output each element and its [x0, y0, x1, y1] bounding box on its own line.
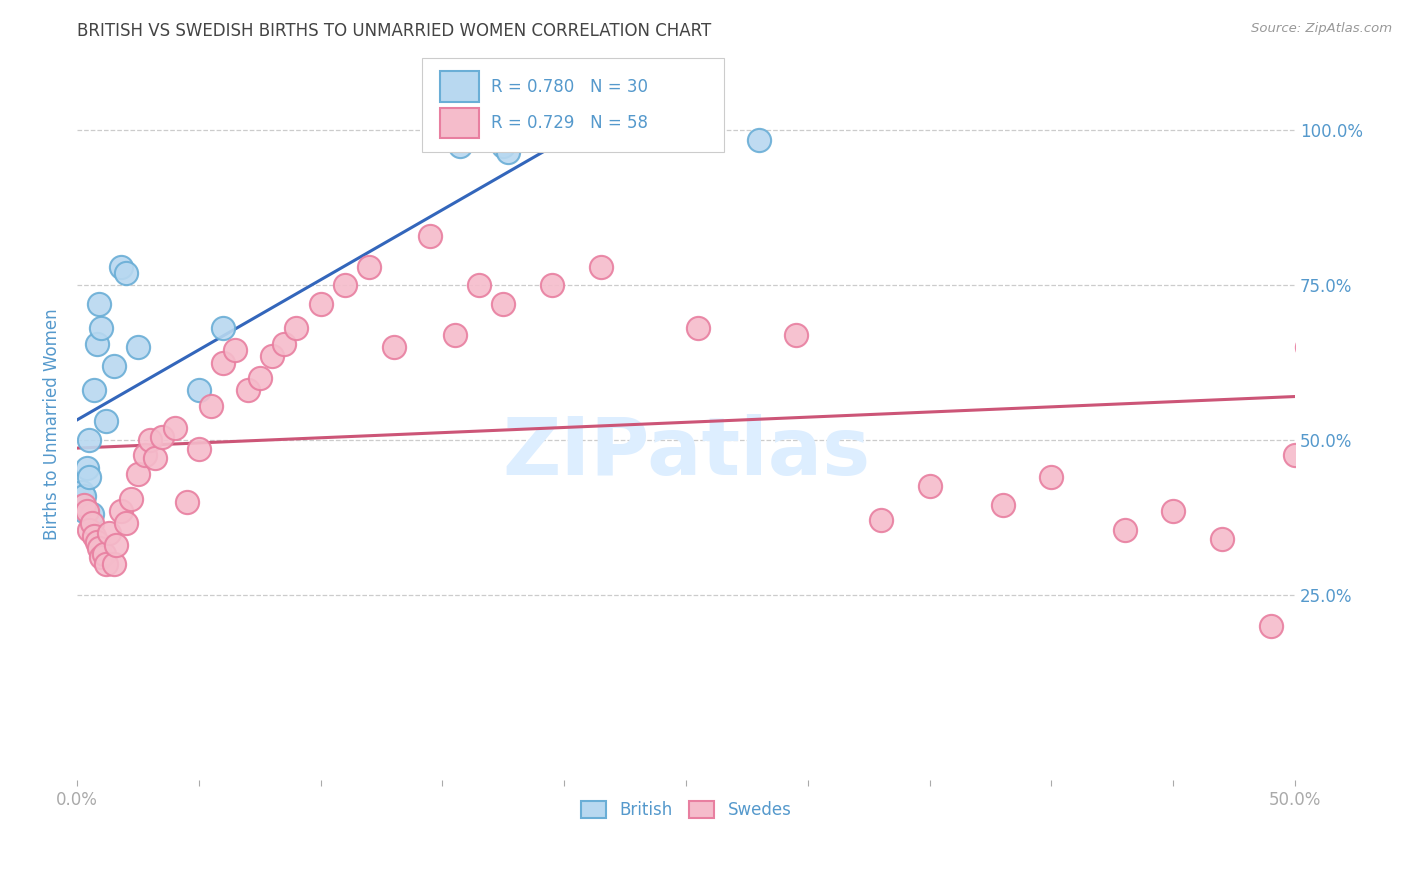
Point	[120, 491, 142, 506]
Point	[114, 516, 136, 531]
Point	[249, 371, 271, 385]
Point	[150, 430, 173, 444]
Point	[285, 321, 308, 335]
Point	[97, 525, 120, 540]
Point	[76, 460, 98, 475]
Point	[492, 296, 515, 310]
Point	[77, 470, 100, 484]
Point	[468, 278, 491, 293]
Point	[134, 448, 156, 462]
Point	[260, 349, 283, 363]
Point	[73, 489, 96, 503]
Point	[333, 278, 356, 293]
Point	[187, 384, 209, 398]
Point	[443, 327, 465, 342]
Point	[73, 498, 96, 512]
Point	[70, 498, 93, 512]
Point	[83, 384, 105, 398]
Point	[90, 321, 112, 335]
Point	[382, 340, 405, 354]
Point	[80, 516, 103, 531]
Point	[1284, 448, 1306, 462]
Point	[86, 337, 108, 351]
Point	[870, 513, 893, 527]
Point	[103, 359, 125, 373]
Point	[200, 399, 222, 413]
Point	[176, 495, 198, 509]
Point	[589, 260, 612, 274]
Point	[1320, 133, 1343, 147]
Point	[86, 535, 108, 549]
Point	[83, 529, 105, 543]
Point	[419, 228, 441, 243]
Point	[748, 133, 770, 147]
Point	[87, 296, 110, 310]
Point	[1308, 129, 1330, 144]
Point	[212, 321, 235, 335]
Legend: British, Swedes: British, Swedes	[574, 794, 799, 825]
Point	[127, 340, 149, 354]
Point	[77, 433, 100, 447]
Point	[1296, 340, 1319, 354]
Point	[1114, 523, 1136, 537]
Point	[492, 139, 515, 153]
Point	[273, 337, 295, 351]
Point	[73, 504, 96, 518]
Point	[114, 266, 136, 280]
Point	[139, 433, 162, 447]
Point	[105, 538, 128, 552]
Point	[70, 485, 93, 500]
Point	[110, 260, 132, 274]
Point	[163, 420, 186, 434]
Point	[93, 548, 115, 562]
Point	[1161, 504, 1184, 518]
Point	[1344, 523, 1367, 537]
Point	[443, 133, 465, 147]
Point	[212, 355, 235, 369]
Text: ZIPatlas: ZIPatlas	[502, 414, 870, 491]
Point	[449, 139, 471, 153]
Point	[785, 327, 807, 342]
Point	[110, 504, 132, 518]
Point	[96, 557, 118, 571]
Point	[127, 467, 149, 481]
Point	[87, 541, 110, 556]
Text: R = 0.780   N = 30: R = 0.780 N = 30	[491, 78, 648, 95]
Point	[1333, 523, 1355, 537]
Point	[496, 145, 519, 159]
Point	[359, 260, 381, 274]
Y-axis label: Births to Unmarried Women: Births to Unmarried Women	[44, 309, 60, 541]
Point	[236, 384, 259, 398]
Point	[77, 523, 100, 537]
Point	[143, 451, 166, 466]
Point	[76, 504, 98, 518]
Point	[224, 343, 246, 358]
Text: Source: ZipAtlas.com: Source: ZipAtlas.com	[1251, 22, 1392, 36]
Point	[80, 507, 103, 521]
Point	[1260, 618, 1282, 632]
Point	[96, 414, 118, 428]
Point	[1211, 532, 1233, 546]
Point	[1040, 470, 1063, 484]
Text: BRITISH VS SWEDISH BIRTHS TO UNMARRIED WOMEN CORRELATION CHART: BRITISH VS SWEDISH BIRTHS TO UNMARRIED W…	[77, 22, 711, 40]
Point	[991, 498, 1014, 512]
Point	[90, 550, 112, 565]
Point	[541, 278, 564, 293]
Point	[103, 557, 125, 571]
Text: R = 0.729   N = 58: R = 0.729 N = 58	[491, 114, 648, 132]
Point	[187, 442, 209, 457]
Point	[688, 321, 710, 335]
Point	[309, 296, 332, 310]
Point	[918, 479, 941, 493]
